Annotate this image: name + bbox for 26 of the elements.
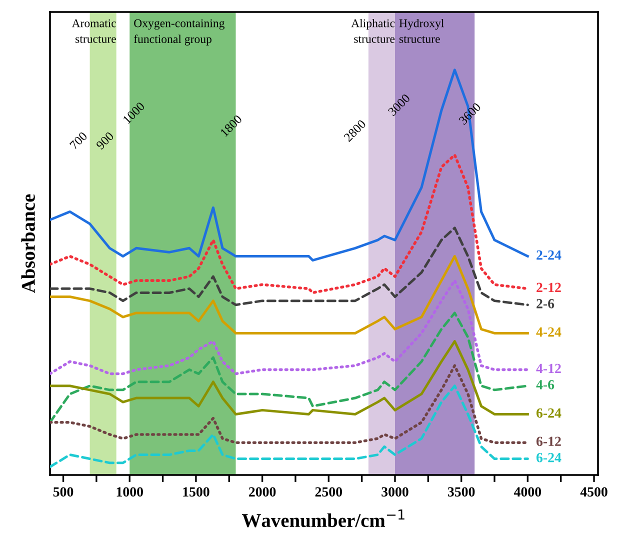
series-label: 6-12: [536, 436, 561, 446]
x-tick-label: 2500: [315, 487, 342, 497]
x-tick-label: 1500: [183, 487, 210, 497]
x-tick-label: 1000: [116, 487, 143, 497]
series-label: 4-24: [536, 327, 562, 337]
series-label: 4-6: [536, 380, 554, 390]
x-tick-label: 4500: [580, 487, 608, 497]
series-label: 2-6: [536, 299, 554, 308]
series-label: 2-24: [536, 250, 562, 260]
x-tick-label: 500: [53, 487, 74, 497]
y-axis-title: Absorbance: [21, 194, 35, 294]
x-tick-label: 2000: [248, 487, 276, 497]
x-axis-title: Wavenumber/cm$^{−1}$: [242, 510, 404, 528]
x-tick-label: 3500: [448, 487, 475, 497]
band-label: Aliphatic structure: [351, 18, 395, 43]
x-tick-label: 3000: [382, 487, 408, 497]
annotation: 900: [96, 131, 114, 150]
band-label: Hydroxyl structure: [399, 18, 444, 43]
band-label: Aromatic structure: [72, 19, 116, 43]
annotation: 700: [69, 131, 88, 150]
band-label: Oxygen-containing functional group: [134, 19, 225, 46]
x-tick-label: 4000: [514, 487, 542, 497]
series-label: 4-12: [536, 364, 561, 374]
series-label: 6-24: [536, 452, 562, 462]
series-label: 2-12: [536, 282, 561, 292]
series-label: 6-24: [536, 408, 562, 418]
